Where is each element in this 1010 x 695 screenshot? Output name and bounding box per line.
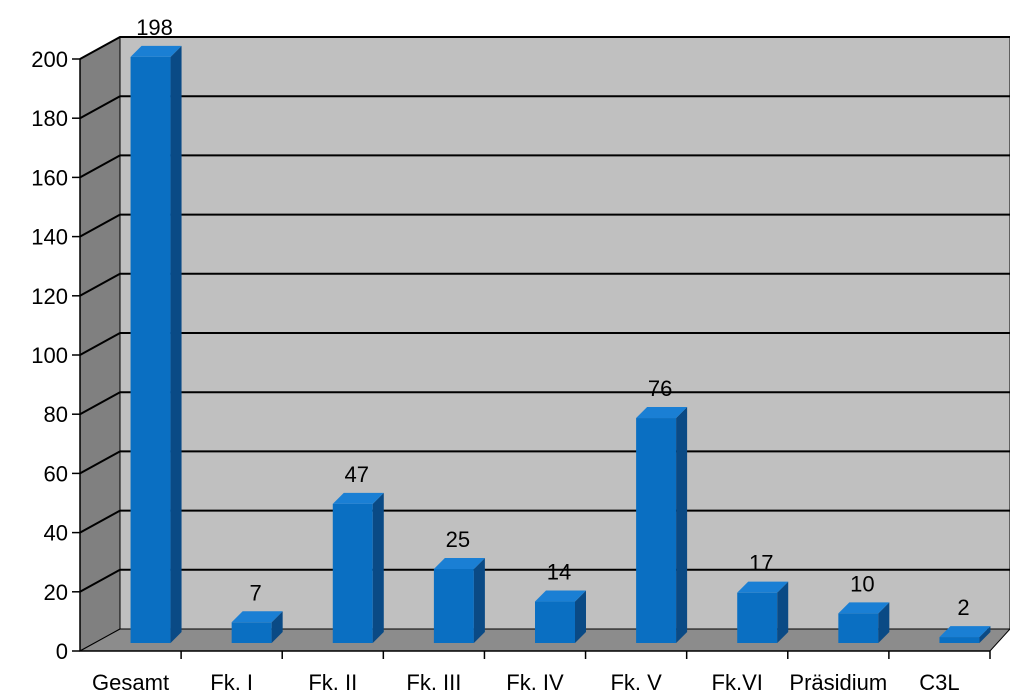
bar-front [838,613,879,643]
gridline [79,391,1010,416]
bar-top [939,626,991,638]
bar-side [676,407,688,643]
bar-top [838,602,890,614]
gridline [79,213,1010,238]
data-label: 47 [345,462,369,487]
bar [838,602,890,643]
gridline [79,95,1010,120]
bar-front [939,637,980,643]
gridline [79,272,1010,297]
bar-side [372,492,384,643]
gridline [79,332,1010,356]
bar-top [130,45,182,57]
y-tick-label: 120 [31,284,68,309]
y-tick-label: 180 [31,106,68,131]
x-category-label: Fk. III [406,670,461,695]
data-label: 198 [136,15,173,40]
x-category-label: Fk. IV [506,670,564,695]
gridline [79,36,1010,60]
bar-top [636,407,688,419]
bar-side [473,558,485,643]
bar [535,590,586,643]
bar-side [777,581,789,643]
bar [737,581,789,643]
data-label: 2 [957,595,969,620]
y-tick-label: 60 [44,461,68,486]
y-tick-label: 80 [44,402,68,427]
bar-front [433,569,474,643]
bar-front [737,592,778,643]
chart-walls [79,36,1010,652]
gridlines [79,36,1010,593]
bar [130,45,182,644]
y-tick-label: 20 [44,580,68,605]
data-label: 14 [547,560,571,585]
gridline [79,509,1010,534]
y-tick-label: 200 [31,47,68,72]
bar-side [271,611,283,643]
x-category-label: Fk. II [308,670,357,695]
y-tick-label: 0 [56,639,68,664]
bar [939,626,991,643]
bar-top [535,590,586,602]
data-label: 76 [648,376,672,401]
data-label: 7 [250,580,262,605]
bar-top [231,611,283,623]
y-axis-tick-labels: 0 20 40 60 80 100 120 140 160 180 200 [31,47,68,664]
x-category-label: C3L [919,670,959,695]
x-category-label: Fk. V [610,670,662,695]
bar-top [332,492,384,504]
bar-front [636,418,677,643]
data-label: 17 [749,551,773,576]
gridline [79,450,1010,475]
bar-side [575,590,586,643]
bar-top [433,558,485,569]
data-labels: 198 7 47 25 14 76 17 10 2 [136,15,969,620]
data-label: 10 [850,571,874,596]
bar [636,407,688,643]
y-tick-label: 160 [31,165,68,190]
bar-front [535,601,575,643]
bar [433,558,485,643]
y-tick-label: 100 [31,343,68,368]
bar-front [332,503,373,643]
data-label: 25 [446,527,470,552]
bar-front [130,56,171,644]
bar-side [979,626,991,643]
x-axis-category-labels: Gesamt Fk. I Fk. II Fk. III Fk. IV Fk. V Fk.VI… [92,670,960,695]
bar-side [878,602,890,643]
bar-top [737,581,789,593]
y-tick-label: 40 [44,521,68,546]
x-category-label: Gesamt [92,670,169,695]
bar [332,492,384,643]
x-category-label: Fk.VI [712,670,763,695]
bar [231,611,283,643]
y-tick-label: 140 [31,225,68,250]
x-category-label: Präsidium [789,670,887,695]
gridline [79,568,1010,593]
gridline [79,154,1010,179]
bars [130,45,991,644]
bar-front [231,622,272,643]
axes [72,58,991,659]
x-category-label: Fk. I [210,670,253,695]
bar-side [170,45,182,644]
